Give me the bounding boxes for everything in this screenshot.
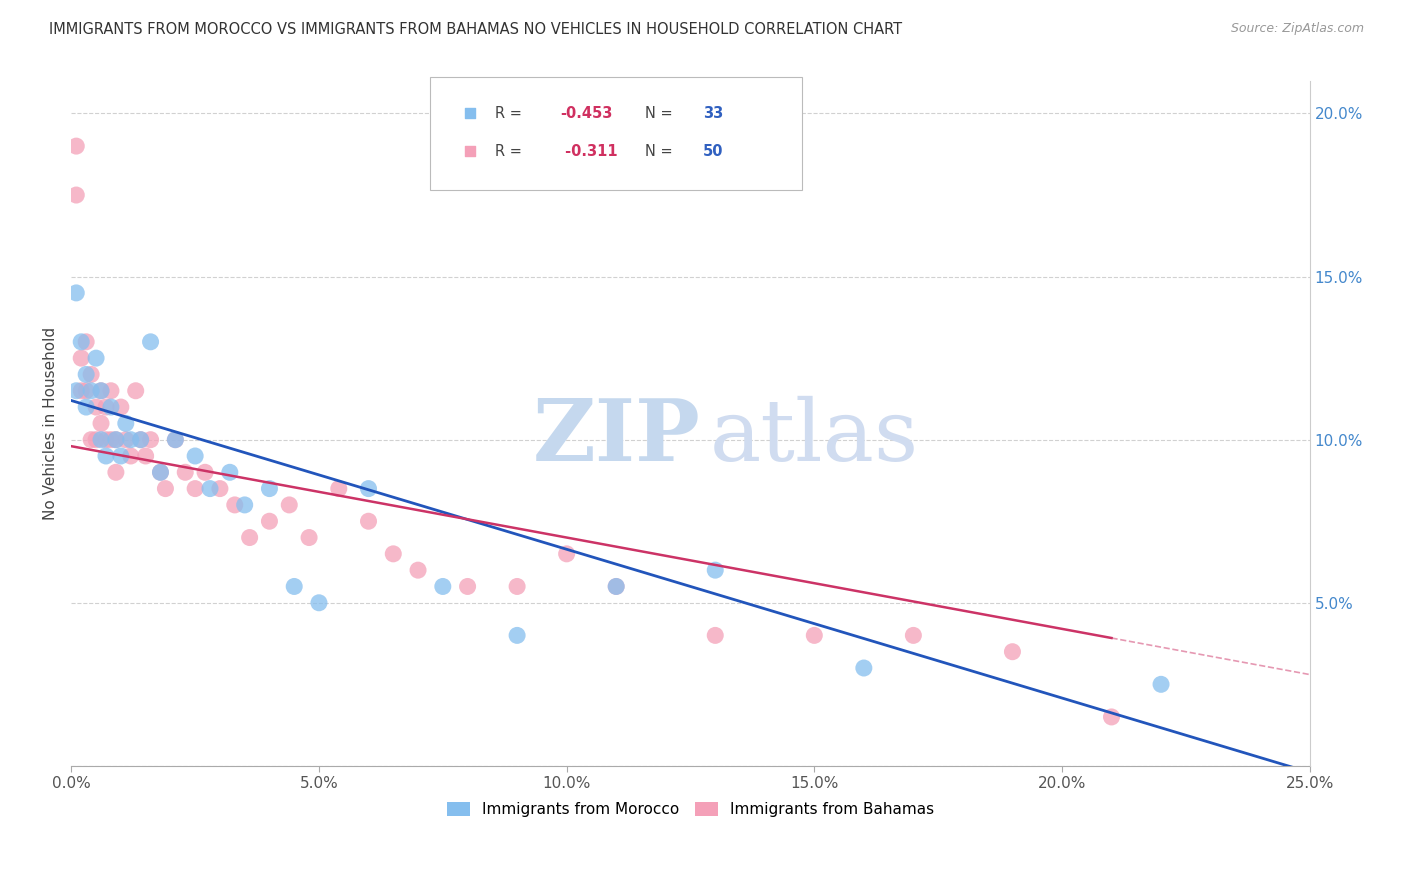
FancyBboxPatch shape	[430, 78, 801, 191]
Point	[75, 384, 97, 398]
Point	[194, 465, 217, 479]
Point	[90, 384, 112, 398]
Point	[555, 547, 578, 561]
Point	[239, 531, 262, 545]
Point	[70, 384, 93, 398]
Point	[406, 563, 429, 577]
Point	[803, 628, 825, 642]
Point	[80, 384, 103, 398]
Point	[382, 547, 405, 561]
Point	[104, 433, 127, 447]
Point	[100, 400, 122, 414]
Point	[506, 579, 529, 593]
Point	[110, 449, 132, 463]
Point	[278, 498, 301, 512]
Point	[94, 449, 117, 463]
Point	[298, 531, 321, 545]
Point	[149, 465, 172, 479]
Point	[165, 433, 187, 447]
Point	[100, 384, 122, 398]
Text: atlas: atlas	[710, 395, 920, 479]
Text: -0.453: -0.453	[561, 105, 613, 120]
Point	[432, 579, 454, 593]
Text: ZIP: ZIP	[533, 395, 700, 479]
Point	[114, 417, 136, 431]
Point	[94, 433, 117, 447]
Point	[357, 482, 380, 496]
Point	[84, 400, 107, 414]
Text: 50: 50	[703, 144, 723, 159]
Point	[218, 465, 240, 479]
Point	[174, 465, 197, 479]
Point	[84, 433, 107, 447]
Point	[104, 465, 127, 479]
Point	[224, 498, 246, 512]
Text: -0.311: -0.311	[561, 144, 619, 159]
Point	[75, 334, 97, 349]
Y-axis label: No Vehicles in Household: No Vehicles in Household	[44, 326, 58, 520]
Legend: Immigrants from Morocco, Immigrants from Bahamas: Immigrants from Morocco, Immigrants from…	[441, 796, 941, 823]
Point	[506, 628, 529, 642]
Point	[135, 449, 157, 463]
Point	[704, 563, 727, 577]
Point	[125, 384, 148, 398]
Point	[139, 433, 162, 447]
Point	[605, 579, 627, 593]
Point	[165, 433, 187, 447]
Point	[198, 482, 221, 496]
Point	[233, 498, 256, 512]
Text: N =: N =	[645, 144, 676, 159]
Point	[75, 368, 97, 382]
Point	[80, 433, 103, 447]
Point	[100, 433, 122, 447]
Point	[129, 433, 152, 447]
Point	[75, 400, 97, 414]
Point	[357, 514, 380, 528]
Point	[605, 579, 627, 593]
Point	[1101, 710, 1123, 724]
Text: Source: ZipAtlas.com: Source: ZipAtlas.com	[1230, 22, 1364, 36]
Point	[184, 449, 207, 463]
Point	[104, 433, 127, 447]
Point	[65, 139, 87, 153]
Text: R =: R =	[495, 144, 526, 159]
Point	[283, 579, 305, 593]
Point	[1001, 645, 1024, 659]
Text: 33: 33	[703, 105, 723, 120]
Point	[80, 368, 103, 382]
Text: R =: R =	[495, 105, 526, 120]
Point	[259, 482, 281, 496]
Point	[84, 351, 107, 365]
Point	[120, 433, 142, 447]
Point	[65, 285, 87, 300]
Point	[208, 482, 231, 496]
Point	[114, 433, 136, 447]
Point	[852, 661, 875, 675]
Point	[90, 384, 112, 398]
Point	[149, 465, 172, 479]
Point	[129, 433, 152, 447]
Point	[90, 433, 112, 447]
Text: N =: N =	[645, 105, 676, 120]
Point	[120, 449, 142, 463]
Point	[65, 188, 87, 202]
Point	[70, 334, 93, 349]
Point	[155, 482, 177, 496]
Point	[457, 579, 479, 593]
Point	[1150, 677, 1173, 691]
Point	[328, 482, 350, 496]
Point	[139, 334, 162, 349]
Point	[70, 351, 93, 365]
Point	[110, 400, 132, 414]
Point	[94, 400, 117, 414]
Point	[184, 482, 207, 496]
Point	[308, 596, 330, 610]
Text: IMMIGRANTS FROM MOROCCO VS IMMIGRANTS FROM BAHAMAS NO VEHICLES IN HOUSEHOLD CORR: IMMIGRANTS FROM MOROCCO VS IMMIGRANTS FR…	[49, 22, 903, 37]
Point	[704, 628, 727, 642]
Point	[903, 628, 925, 642]
Point	[90, 417, 112, 431]
Point	[259, 514, 281, 528]
Point	[65, 384, 87, 398]
